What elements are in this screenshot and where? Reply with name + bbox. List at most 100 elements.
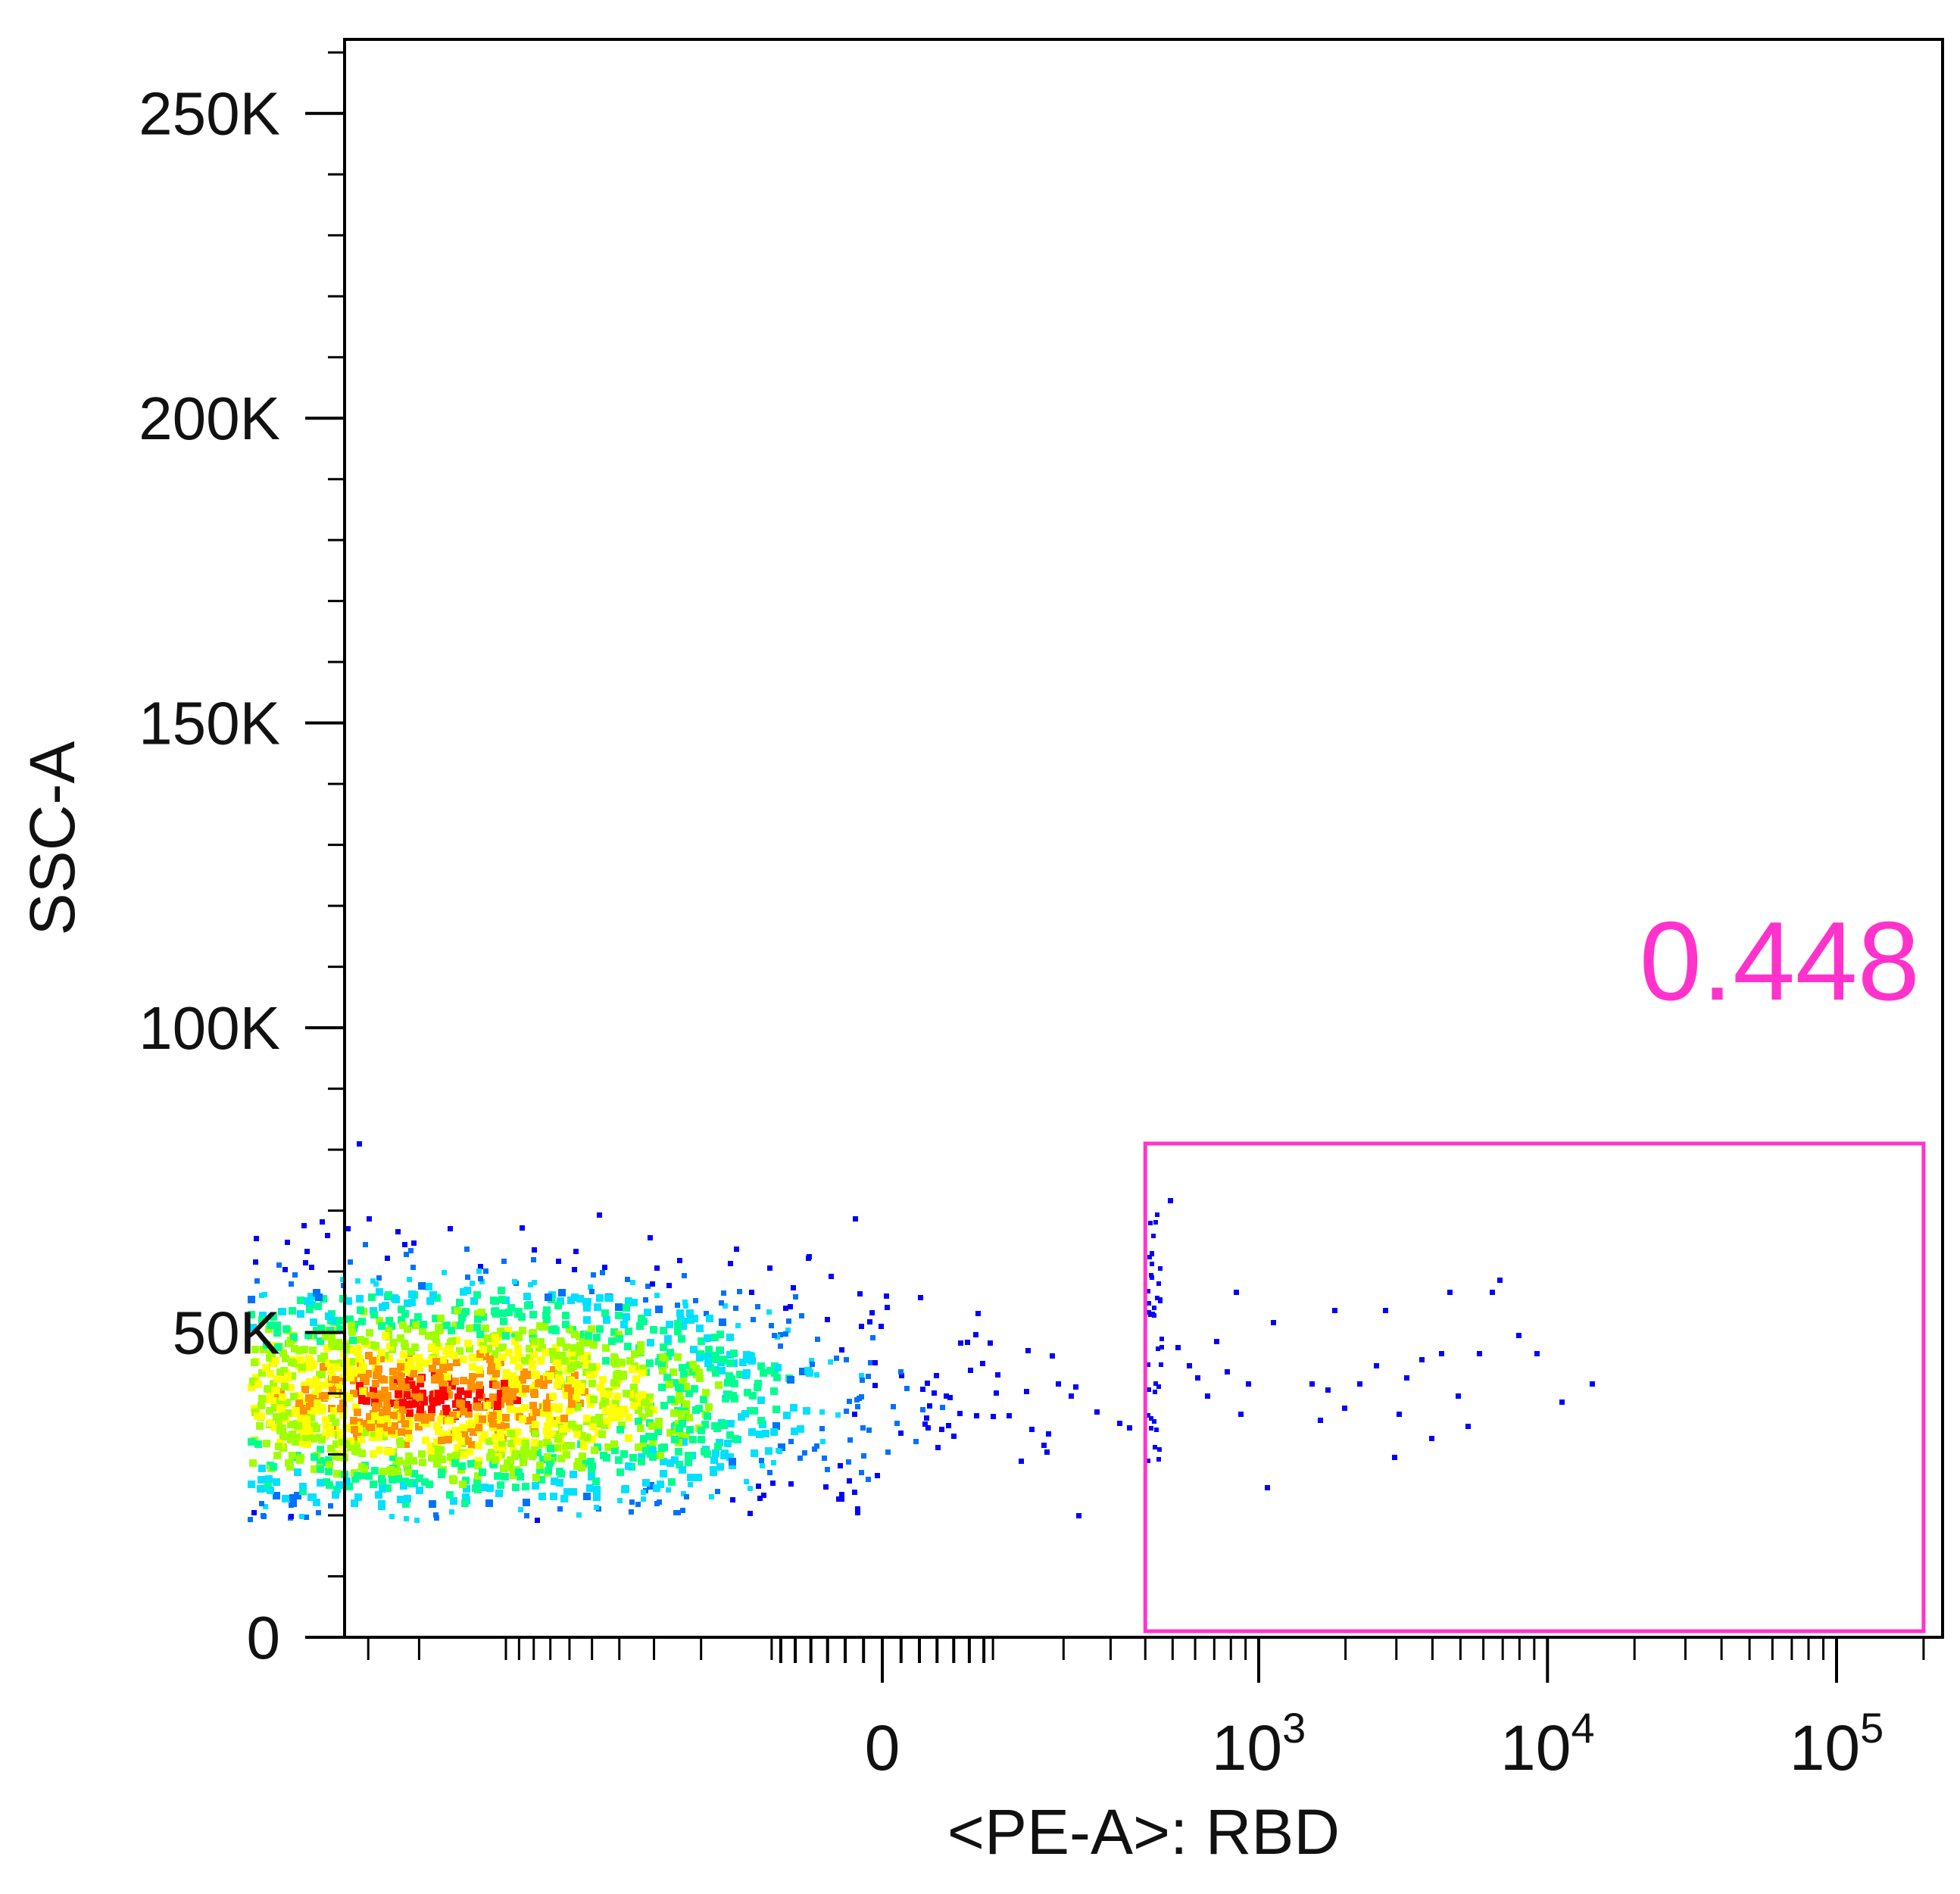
event-dot bbox=[266, 1407, 273, 1415]
event-dot bbox=[360, 1465, 368, 1473]
event-dot bbox=[446, 1417, 454, 1424]
event-dot bbox=[336, 1317, 344, 1325]
event-dot bbox=[427, 1447, 435, 1455]
event-dot bbox=[286, 1340, 293, 1347]
event-dot bbox=[410, 1370, 417, 1378]
event-dot bbox=[1069, 1393, 1074, 1399]
event-dot bbox=[332, 1491, 339, 1499]
event-dot bbox=[460, 1309, 467, 1317]
event-dot bbox=[470, 1297, 478, 1305]
event-dot bbox=[379, 1485, 386, 1493]
event-dot bbox=[361, 1337, 369, 1345]
event-dot bbox=[301, 1397, 308, 1405]
event-dot bbox=[452, 1427, 460, 1434]
event-dot bbox=[654, 1265, 660, 1271]
event-dot bbox=[898, 1369, 904, 1374]
event-dot bbox=[625, 1297, 632, 1305]
event-dot bbox=[257, 1402, 265, 1409]
event-dot bbox=[820, 1439, 826, 1444]
event-dot bbox=[588, 1380, 596, 1387]
event-dot bbox=[476, 1391, 483, 1399]
event-dot bbox=[648, 1422, 656, 1430]
event-dot bbox=[860, 1378, 865, 1383]
event-dot bbox=[279, 1432, 287, 1440]
event-dot bbox=[492, 1334, 499, 1341]
event-dot bbox=[623, 1313, 630, 1321]
event-dot bbox=[437, 1415, 445, 1423]
event-dot bbox=[354, 1472, 361, 1480]
event-dot bbox=[859, 1394, 864, 1399]
event-dot bbox=[437, 1446, 445, 1453]
event-dot bbox=[546, 1415, 554, 1423]
positive-event-dot bbox=[1516, 1333, 1521, 1338]
positive-event-dot bbox=[1429, 1436, 1434, 1441]
event-dot bbox=[287, 1384, 295, 1391]
event-dot bbox=[328, 1503, 333, 1509]
event-dot bbox=[868, 1360, 873, 1365]
event-dot bbox=[616, 1413, 623, 1421]
event-dot bbox=[426, 1297, 434, 1305]
event-dot bbox=[791, 1285, 796, 1290]
event-dot bbox=[292, 1409, 299, 1417]
event-dot bbox=[677, 1396, 685, 1403]
event-dot bbox=[650, 1326, 657, 1334]
event-dot bbox=[1076, 1513, 1081, 1518]
event-dot bbox=[397, 1440, 404, 1448]
event-dot bbox=[501, 1259, 507, 1264]
event-dot bbox=[336, 1325, 344, 1333]
event-dot bbox=[550, 1493, 557, 1500]
event-dot bbox=[412, 1321, 420, 1329]
event-dot bbox=[686, 1309, 694, 1317]
event-dot bbox=[770, 1428, 778, 1436]
positive-event-dot bbox=[1439, 1351, 1444, 1356]
event-dot bbox=[618, 1421, 626, 1429]
event-dot bbox=[420, 1321, 427, 1328]
event-dot bbox=[593, 1493, 601, 1501]
event-dot bbox=[305, 1355, 313, 1362]
event-dot bbox=[376, 1288, 383, 1296]
event-dot bbox=[515, 1363, 523, 1371]
event-dot bbox=[515, 1334, 523, 1341]
event-dot bbox=[861, 1453, 866, 1459]
event-dot bbox=[398, 1379, 405, 1387]
event-dot bbox=[522, 1385, 529, 1393]
event-dot bbox=[401, 1340, 408, 1347]
event-dot bbox=[457, 1400, 465, 1408]
event-dot bbox=[839, 1492, 844, 1497]
event-dot bbox=[673, 1510, 679, 1515]
event-dot bbox=[273, 1413, 280, 1421]
event-dot bbox=[760, 1463, 765, 1468]
event-dot bbox=[317, 1457, 324, 1465]
event-dot bbox=[674, 1328, 682, 1335]
event-dot bbox=[799, 1313, 804, 1318]
event-dot bbox=[683, 1303, 688, 1309]
event-dot bbox=[461, 1499, 469, 1507]
event-dot bbox=[344, 1364, 351, 1371]
event-dot bbox=[467, 1460, 475, 1468]
event-dot bbox=[460, 1288, 467, 1296]
event-dot bbox=[478, 1276, 483, 1281]
event-dot bbox=[276, 1424, 284, 1432]
event-dot bbox=[292, 1272, 298, 1278]
event-dot bbox=[492, 1307, 499, 1315]
event-dot bbox=[397, 1363, 404, 1371]
event-dot bbox=[729, 1392, 737, 1399]
event-dot bbox=[525, 1417, 532, 1424]
event-dot bbox=[358, 1449, 366, 1457]
positive-gate[interactable] bbox=[1143, 1141, 1926, 1633]
event-dot bbox=[994, 1390, 999, 1396]
event-dot bbox=[596, 1294, 604, 1302]
event-dot bbox=[600, 1452, 607, 1459]
event-dot bbox=[405, 1434, 413, 1442]
event-dot bbox=[538, 1344, 546, 1352]
event-dot bbox=[301, 1346, 308, 1353]
event-dot bbox=[297, 1296, 304, 1304]
event-dot bbox=[630, 1280, 635, 1285]
event-dot bbox=[583, 1434, 591, 1441]
event-dot bbox=[357, 1336, 364, 1343]
event-dot bbox=[340, 1277, 345, 1282]
event-dot bbox=[682, 1400, 690, 1408]
event-dot bbox=[590, 1341, 598, 1349]
y-axis: 0 50K 100K 150K 200K 250K bbox=[139, 51, 345, 1671]
event-dot bbox=[610, 1440, 618, 1448]
